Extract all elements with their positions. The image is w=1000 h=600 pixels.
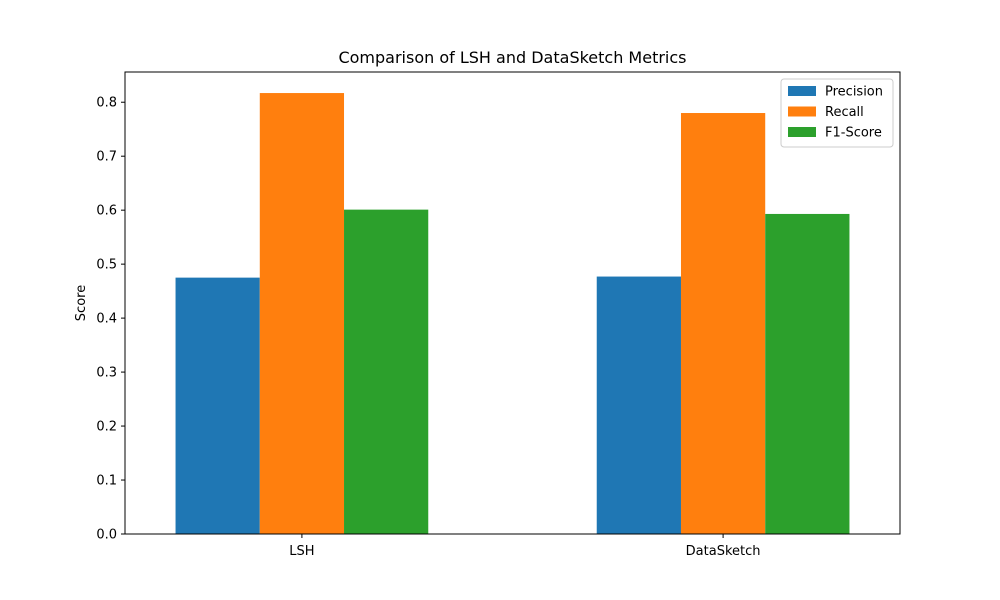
x-tick-label: DataSketch xyxy=(686,544,761,559)
bar-recall-datasketch xyxy=(680,113,766,535)
axes-frame xyxy=(124,71,901,535)
y-tick-label: 0.3 xyxy=(96,366,117,381)
y-tick-label: 0.2 xyxy=(96,420,117,435)
bar-f1-score-datasketch xyxy=(765,213,850,534)
legend-label: Precision xyxy=(825,85,883,100)
bar-recall-lsh xyxy=(259,93,345,534)
y-tick-label: 0.1 xyxy=(96,474,117,489)
legend-swatch xyxy=(788,106,816,117)
bar-precision-lsh xyxy=(175,277,260,534)
y-tick-label: 0.4 xyxy=(96,312,117,327)
legend: Precision Recall F1-Score xyxy=(780,78,894,148)
y-axis: 0.0 0.1 0.2 0.3 0.4 0.5 0.6 0.7 0.8 xyxy=(96,96,125,543)
bar-precision-datasketch xyxy=(596,276,681,534)
y-tick-label: 0.8 xyxy=(96,96,117,111)
y-tick-label: 0.7 xyxy=(96,150,117,165)
y-tick-label: 0.5 xyxy=(96,258,117,273)
legend-swatch xyxy=(788,127,816,137)
x-tick-label: LSH xyxy=(289,544,314,559)
y-tick-label: 0.6 xyxy=(96,204,117,219)
legend-label: Recall xyxy=(825,105,864,120)
bar-f1-score-lsh xyxy=(344,209,429,534)
bars-group xyxy=(175,93,850,535)
x-axis: LSH DataSketch xyxy=(289,534,761,559)
y-tick-label: 0.0 xyxy=(96,528,117,543)
legend-label: F1-Score xyxy=(825,126,882,141)
legend-swatch xyxy=(788,86,816,96)
y-axis-label: Score xyxy=(74,285,89,321)
chart-title: Comparison of LSH and DataSketch Metrics xyxy=(338,48,686,67)
